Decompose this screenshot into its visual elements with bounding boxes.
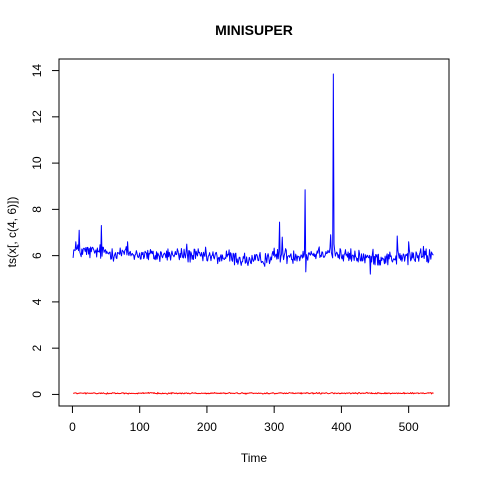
y-axis: 0 2 4 6 8 10 12 14 <box>30 64 60 398</box>
x-tick-label: 400 <box>331 420 351 434</box>
y-tick-label: 8 <box>30 206 44 213</box>
x-tick-label: 100 <box>130 420 150 434</box>
y-tick-label: 6 <box>30 252 44 259</box>
x-axis-title: Time <box>241 451 268 465</box>
y-axis-title: ts(x[, c(4, 6)]) <box>5 197 19 268</box>
x-tick-label: 0 <box>69 420 76 434</box>
y-tick-label: 14 <box>30 64 44 78</box>
x-tick-label: 300 <box>264 420 284 434</box>
y-tick-label: 0 <box>30 391 44 398</box>
x-tick-label: 200 <box>197 420 217 434</box>
y-tick-label: 2 <box>30 345 44 352</box>
y-tick-label: 4 <box>30 298 44 305</box>
series-line-blue <box>72 73 434 275</box>
x-tick-label: 500 <box>399 420 419 434</box>
y-tick-label: 12 <box>30 110 44 124</box>
chart-title: MINISUPER <box>215 22 293 38</box>
series-layer <box>72 73 434 395</box>
y-tick-label: 10 <box>30 156 44 170</box>
series-line-red <box>73 391 434 395</box>
x-axis: 0 100 200 300 400 500 <box>69 405 419 434</box>
